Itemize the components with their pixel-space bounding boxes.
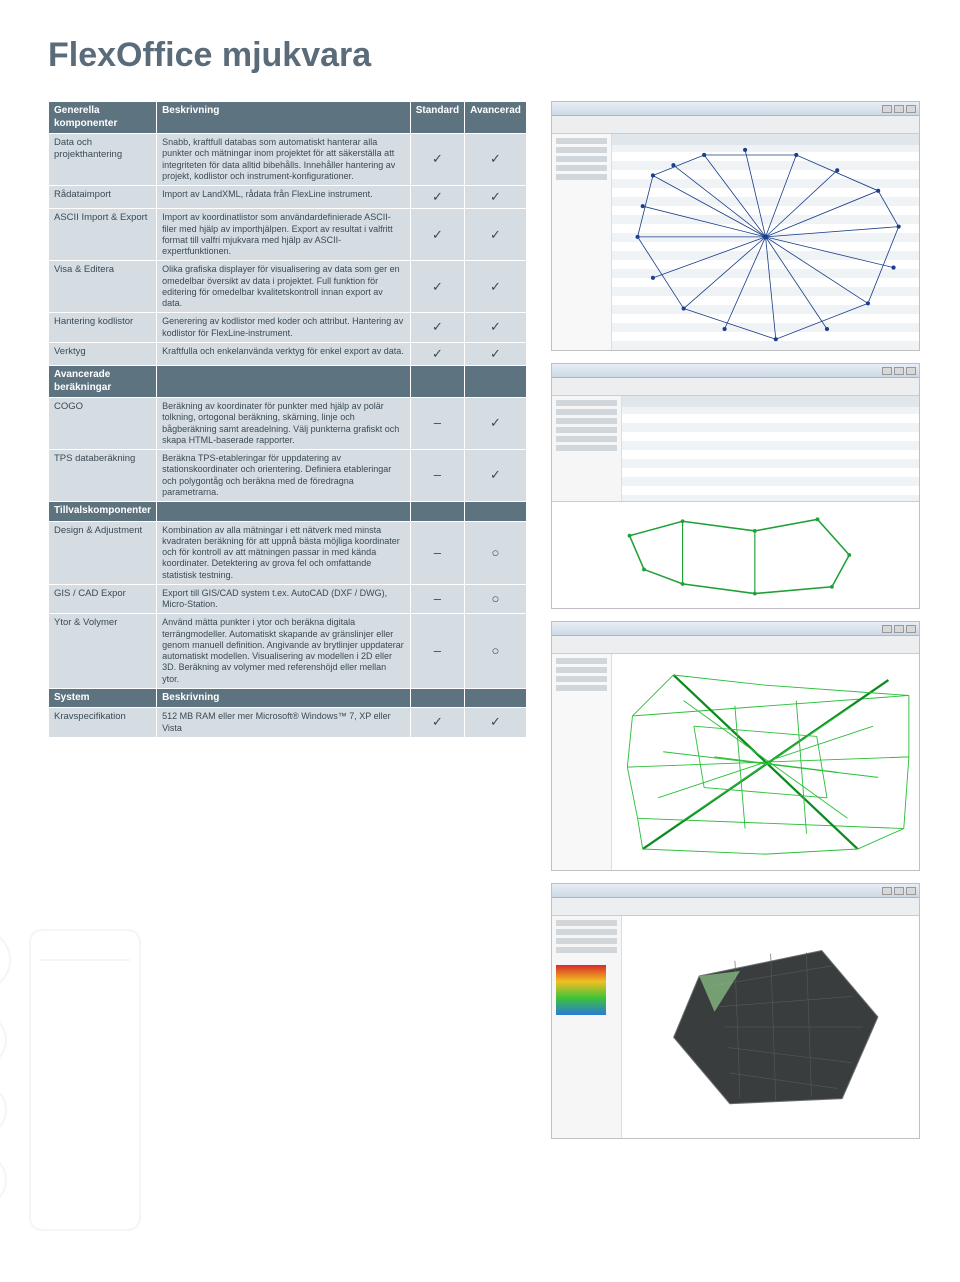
screenshot-network-blue (551, 101, 920, 351)
screenshot-terrain-model (551, 883, 920, 1139)
col-beskrivning: Beskrivning (157, 102, 411, 134)
dense-network-chart (612, 654, 919, 870)
polygon-sketch (552, 502, 919, 608)
section-avancerade: Avancerade beräkningar (49, 366, 527, 398)
table-row: GIS / CAD Expor Export till GIS/CAD syst… (49, 584, 527, 614)
table-row: Data och projekthantering Snabb, kraftfu… (49, 134, 527, 186)
color-legend (556, 965, 606, 1015)
terrain-3d (634, 925, 907, 1129)
feature-table: Generella komponenter Beskrivning Standa… (48, 101, 527, 738)
screenshot-green-network (551, 621, 920, 871)
page-title: FlexOffice mjukvara (0, 0, 960, 75)
table-row: Rådataimport Import av LandXML, rådata f… (49, 186, 527, 209)
section-system: System Beskrivning (49, 688, 527, 708)
table-row: Design & Adjustment Kombination av alla … (49, 521, 527, 584)
table-header: Generella komponenter Beskrivning Standa… (49, 102, 527, 134)
section-tillval: Tillvalskomponenter (49, 502, 527, 522)
table-row: TPS databeräkning Beräkna TPS-etablering… (49, 450, 527, 502)
table-row: Kravspecifikation 512 MB RAM eller mer M… (49, 708, 527, 738)
screenshot-split-view (551, 363, 920, 609)
table-row: Visa & Editera Olika grafiska displayer … (49, 261, 527, 313)
table-row: Ytor & Volymer Använd mätta punkter i yt… (49, 614, 527, 689)
table-row: Verktyg Kraftfulla och enkelanvända verk… (49, 342, 527, 365)
col-avancerad: Avancerad (465, 102, 527, 134)
network-chart (612, 134, 919, 350)
table-row: Hantering kodlistor Generering av kodlis… (49, 313, 527, 343)
section-generella: Generella komponenter (49, 102, 157, 134)
table-row: ASCII Import & Export Import av koordina… (49, 209, 527, 261)
col-standard: Standard (410, 102, 464, 134)
table-row: COGO Beräkning av koordinater för punkte… (49, 398, 527, 450)
